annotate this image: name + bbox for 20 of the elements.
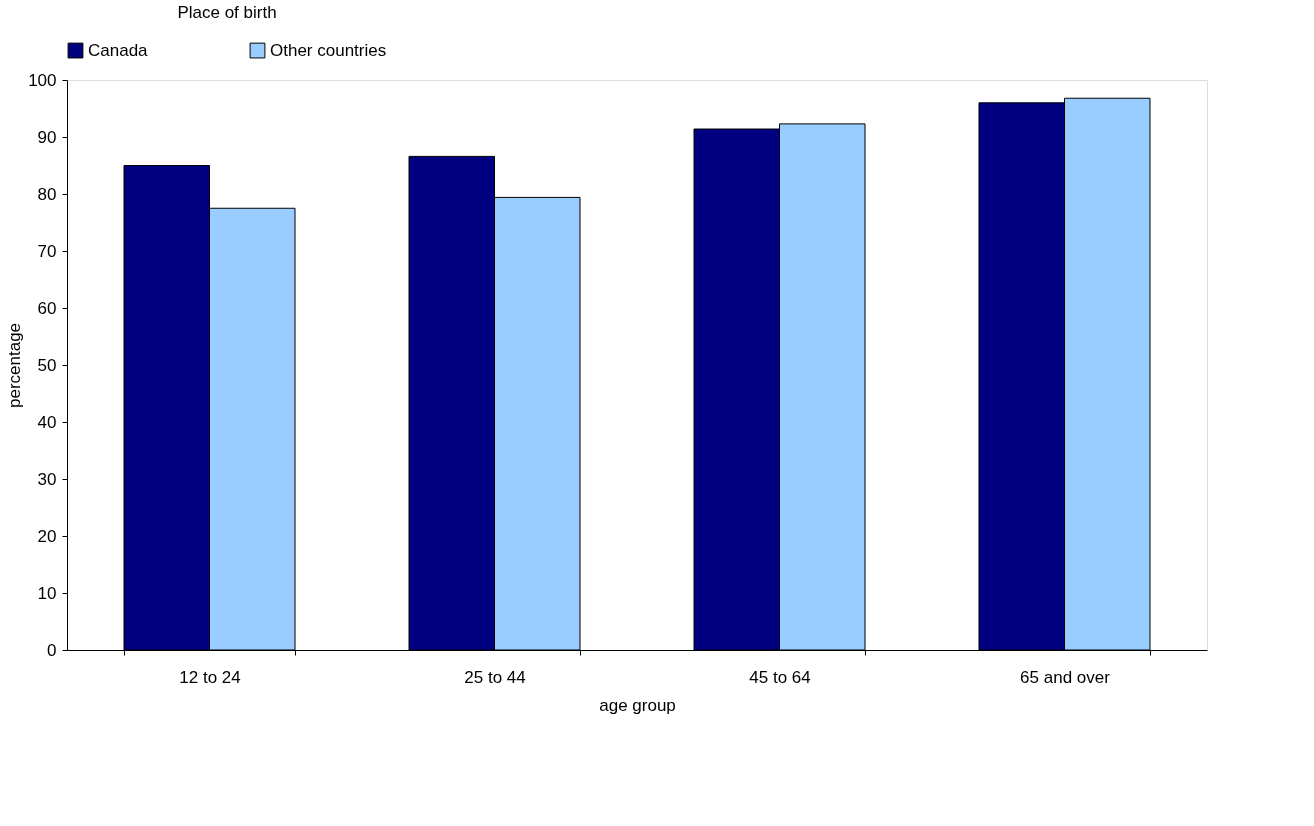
- legend-title: Place of birth: [177, 3, 277, 22]
- y-tick-label: 80: [37, 184, 57, 204]
- y-tick-label: 90: [37, 127, 57, 147]
- y-tick-label: 30: [37, 469, 57, 489]
- y-tick-label: 70: [37, 241, 57, 261]
- x-tick-label: 25 to 44: [464, 667, 526, 687]
- y-tick-label: 0: [47, 640, 57, 660]
- y-tick-label: 10: [37, 583, 57, 603]
- x-tick-label: 45 to 64: [749, 667, 811, 687]
- legend-label: Other countries: [270, 40, 387, 60]
- y-tick-label: 60: [37, 298, 57, 318]
- y-tick-label: 20: [37, 526, 57, 546]
- y-axis-title: percentage: [5, 322, 25, 409]
- y-tick-label: 100: [28, 70, 57, 90]
- y-tick-label: 40: [37, 412, 57, 432]
- y-tick-label: 50: [37, 355, 57, 375]
- x-tick-label: 65 and over: [1020, 667, 1111, 687]
- legend-label: Canada: [88, 40, 149, 60]
- x-tick-label: 12 to 24: [179, 667, 241, 687]
- x-axis-title: age group: [599, 695, 676, 715]
